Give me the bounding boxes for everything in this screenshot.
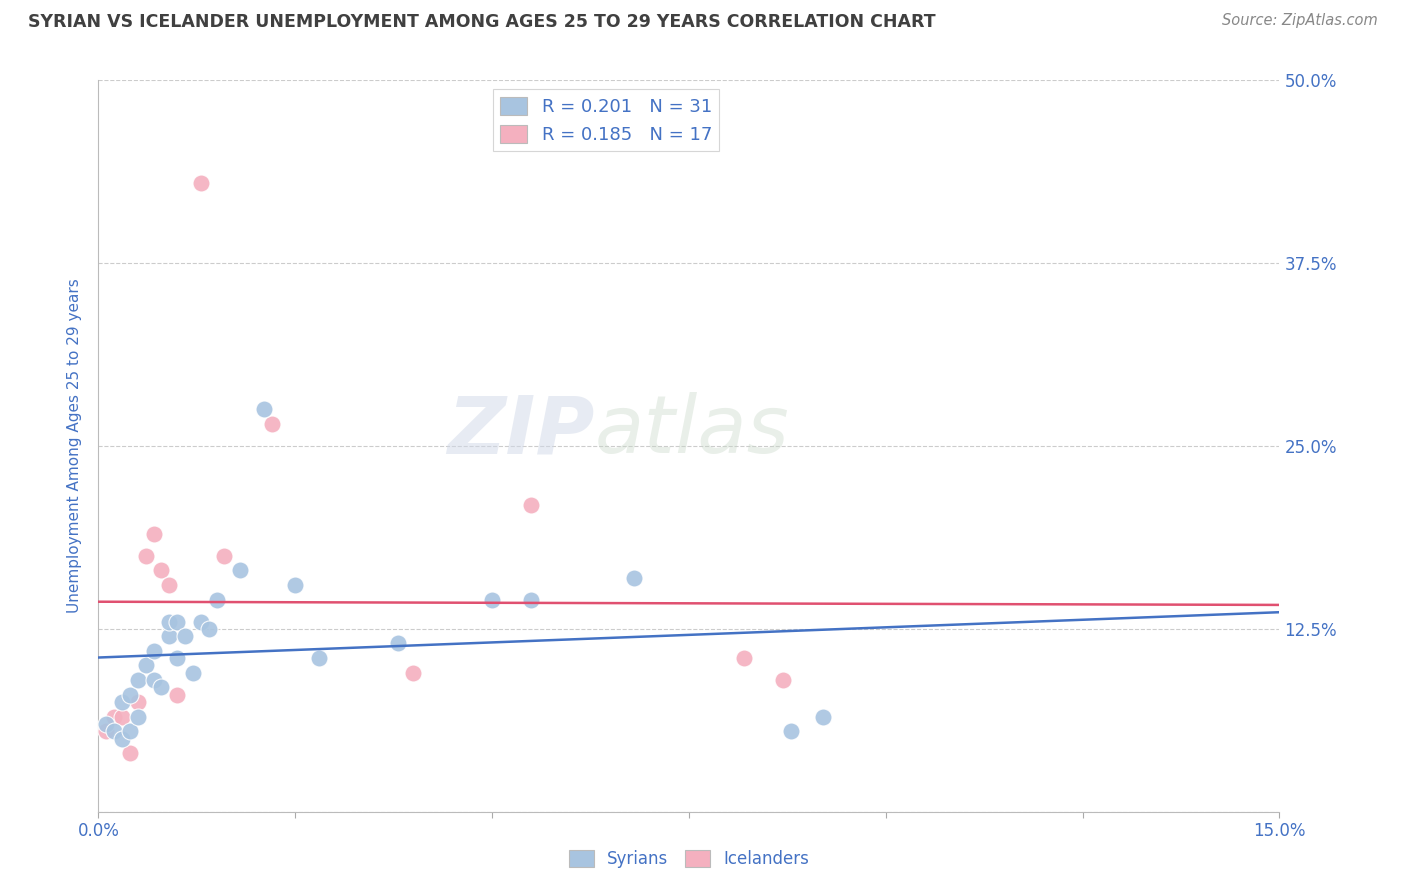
Point [150,681,173,695]
Point [103,724,125,739]
Point [811,709,834,723]
Point [96,724,118,739]
Point [166,615,188,629]
Text: atlas: atlas [595,392,789,470]
Point [214,549,236,563]
Point [127,695,149,709]
Point [166,651,188,665]
Text: ZIP: ZIP [447,392,595,470]
Legend: R = 0.201   N = 31, R = 0.185   N = 17: R = 0.201 N = 31, R = 0.185 N = 17 [494,89,720,152]
Point [142,526,165,541]
Y-axis label: Unemployment Among Ages 25 to 29 years: Unemployment Among Ages 25 to 29 years [67,278,83,614]
Point [118,688,141,702]
Point [197,622,219,636]
Text: SYRIAN VS ICELANDER UNEMPLOYMENT AMONG AGES 25 TO 29 YEARS CORRELATION CHART: SYRIAN VS ICELANDER UNEMPLOYMENT AMONG A… [28,13,936,31]
Point [308,651,330,665]
Point [157,629,180,643]
Point [190,615,212,629]
Point [253,402,276,417]
Point [96,717,118,731]
Point [127,673,149,687]
Point [157,578,180,592]
Point [135,658,157,673]
Point [142,644,165,658]
Point [402,665,425,680]
Point [387,636,409,650]
Point [181,665,204,680]
Point [772,673,794,687]
Point [135,549,157,563]
Point [118,724,141,739]
Point [623,571,645,585]
Point [111,695,134,709]
Point [111,709,134,723]
Point [103,709,125,723]
Point [118,746,141,760]
Point [166,688,188,702]
Point [111,731,134,746]
Point [780,724,803,739]
Text: Source: ZipAtlas.com: Source: ZipAtlas.com [1222,13,1378,29]
Point [127,709,149,723]
Point [733,651,755,665]
Point [190,176,212,190]
Point [520,592,543,607]
Point [157,615,180,629]
Point [520,498,543,512]
Point [229,563,252,577]
Point [150,563,173,577]
Point [284,578,307,592]
Point [142,673,165,687]
Point [481,592,503,607]
Point [174,629,197,643]
Point [205,592,228,607]
Legend: Syrians, Icelanders: Syrians, Icelanders [562,843,815,875]
Point [260,417,283,431]
